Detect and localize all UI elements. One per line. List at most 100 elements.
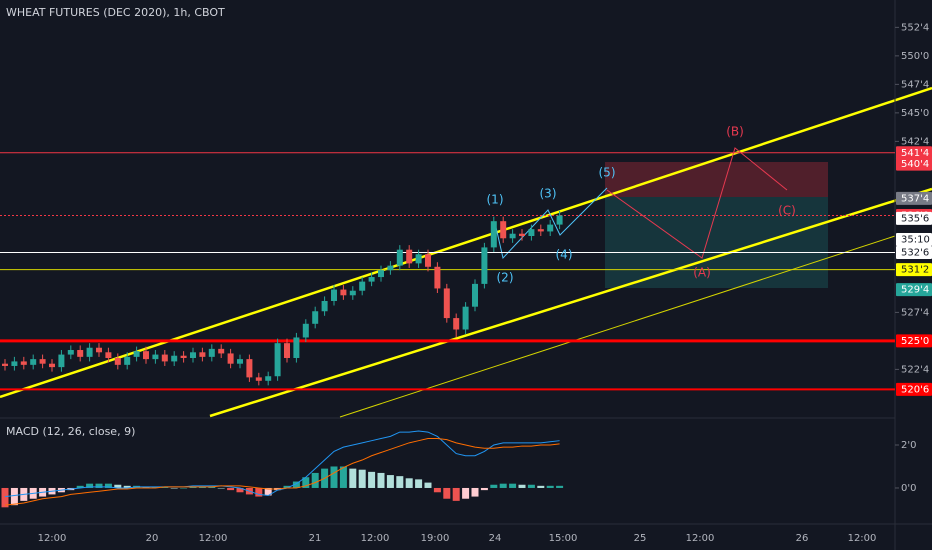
x-tick-label: 20 — [146, 533, 159, 544]
histogram-bar — [490, 484, 498, 488]
histogram-bar — [499, 483, 507, 488]
candle-body — [312, 311, 319, 324]
candle-body — [255, 377, 262, 381]
wave-label: (2) — [497, 271, 514, 285]
histogram-bar — [518, 484, 526, 488]
impulse-wave — [494, 187, 608, 260]
price-label-box — [896, 382, 932, 396]
candle-body — [434, 266, 441, 289]
histogram-bar — [76, 485, 84, 488]
candle-body — [368, 277, 375, 282]
histogram-bar — [180, 487, 188, 489]
histogram-bar — [368, 471, 376, 488]
histogram-bar — [208, 486, 216, 488]
y-tick-label: 545'0 — [901, 108, 929, 119]
histogram-bar — [480, 487, 488, 491]
price-label: 535'6 — [901, 213, 929, 224]
y-tick-label: 527'4 — [901, 307, 929, 318]
histogram-bar — [330, 466, 338, 488]
candle-body — [124, 356, 131, 365]
price-label-box — [896, 246, 932, 260]
candle-body — [481, 247, 488, 284]
candle-body — [284, 343, 290, 358]
reward-zone — [605, 197, 828, 288]
price-label: 520'6 — [901, 384, 929, 395]
candle-body — [190, 352, 196, 358]
price-label: 525'0 — [901, 336, 929, 347]
countdown: 35:10 — [901, 235, 930, 246]
histogram-bar — [462, 487, 470, 499]
histogram-bar — [377, 472, 385, 488]
price-label-box — [896, 146, 932, 160]
x-tick-label: 15:00 — [549, 533, 578, 544]
candle-body — [340, 289, 347, 296]
histogram-bar — [424, 482, 432, 488]
histogram-bar — [10, 487, 18, 506]
histogram-bar — [95, 483, 103, 488]
histogram-bar — [349, 468, 357, 488]
candle-body — [105, 352, 112, 358]
histogram-bar — [443, 487, 451, 499]
candle-body — [500, 221, 507, 239]
histogram-bar — [198, 486, 206, 488]
candle-body — [443, 288, 450, 319]
candle-body — [453, 318, 460, 330]
histogram-bar — [217, 487, 225, 489]
x-tick-label: 24 — [489, 533, 502, 544]
histogram-bar — [104, 483, 112, 488]
candle-body — [387, 265, 394, 271]
candle-body — [161, 354, 168, 362]
candle-body — [218, 348, 225, 354]
x-tick-label: 19:00 — [421, 533, 450, 544]
histogram-bar — [311, 472, 319, 488]
candle-body — [237, 359, 243, 364]
candle-body — [11, 361, 18, 366]
histogram-bar — [161, 486, 169, 488]
wave-label: (C) — [778, 204, 796, 218]
candle-body — [490, 221, 497, 248]
candle-body — [2, 363, 8, 366]
candle-body — [359, 281, 366, 291]
wave-label: (1) — [487, 193, 504, 207]
histogram-bar — [114, 484, 122, 488]
histogram-bar — [142, 486, 150, 488]
x-tick-label: 12:00 — [848, 533, 877, 544]
risk-zone — [605, 162, 828, 197]
x-tick-label: 26 — [796, 533, 809, 544]
candle-body — [425, 254, 431, 267]
histogram-bar — [86, 483, 94, 488]
histogram-bar — [283, 485, 291, 488]
histogram-bar — [405, 478, 413, 488]
histogram-bar — [292, 481, 300, 488]
macd-line — [4, 430, 560, 498]
candle-body — [265, 376, 272, 381]
candle-body — [96, 347, 102, 353]
price-label-box — [896, 191, 932, 205]
candle-body — [152, 354, 159, 360]
histogram-bar — [556, 485, 564, 488]
price-label: 532'6 — [901, 248, 929, 259]
x-tick-label: 12:00 — [38, 533, 67, 544]
candle-body — [133, 351, 140, 357]
histogram-bar — [527, 484, 535, 488]
histogram-bar — [255, 487, 263, 497]
channel-upper — [0, 86, 932, 399]
candle-body — [349, 290, 356, 296]
histogram-bar — [123, 485, 131, 488]
candle-body — [396, 249, 403, 266]
y-tick-label: 542'4 — [901, 136, 929, 147]
candle-body — [67, 350, 74, 355]
candle-body — [472, 283, 478, 307]
histogram-bar — [433, 487, 441, 493]
candle-body — [321, 300, 328, 312]
histogram-bar — [415, 479, 423, 488]
candle-body — [274, 343, 281, 377]
candle-body — [331, 289, 337, 301]
candle-body — [406, 249, 413, 264]
y-tick-label: 2'0 — [901, 440, 916, 451]
price-label: 531'2 — [901, 265, 929, 276]
histogram-bar — [1, 487, 9, 508]
histogram-bar — [302, 477, 310, 488]
